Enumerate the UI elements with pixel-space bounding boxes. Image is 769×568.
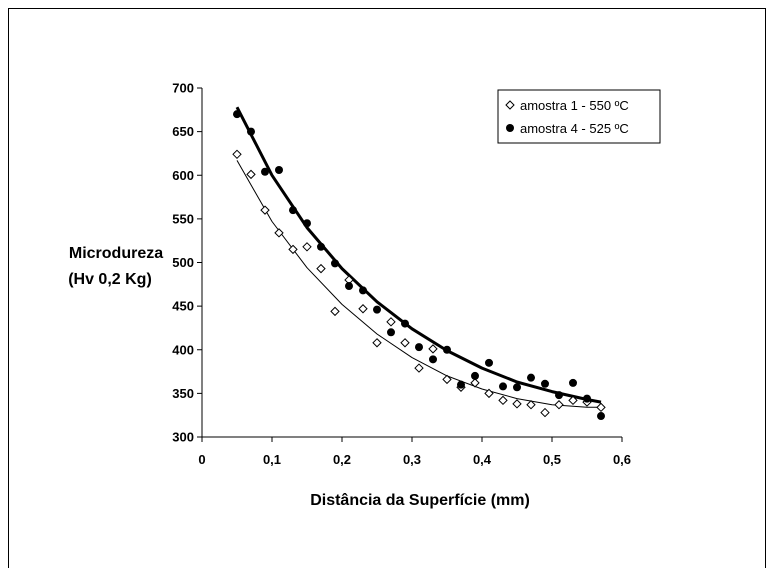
data-point-circle: [261, 167, 269, 176]
x-axis-title: Distância da Superfície (mm): [310, 492, 530, 509]
data-point-circle: [317, 242, 325, 251]
data-point-circle: [485, 358, 493, 367]
data-point-diamond: [246, 169, 256, 180]
trendlines: [235, 106, 602, 408]
data-point-circle: [499, 382, 507, 391]
data-point-circle: [597, 412, 605, 421]
legend-label-series-2: amostra 4 - 525 ºC: [520, 121, 629, 136]
data-point-circle: [331, 259, 339, 268]
data-point-circle: [233, 110, 241, 119]
data-point-circle: [429, 355, 437, 364]
x-tick-label: 0: [198, 452, 205, 467]
x-tick-label: 0,1: [263, 452, 281, 467]
data-point-circle: [541, 379, 549, 388]
legend-circle-marker: [506, 124, 514, 132]
data-point-diamond: [414, 363, 424, 373]
data-point-diamond: [442, 374, 452, 385]
data-point-circle: [583, 394, 591, 403]
data-point-circle: [415, 343, 423, 352]
data-point-diamond: [484, 388, 494, 399]
data-point-circle: [555, 391, 563, 400]
y-tick-label: 400: [172, 342, 194, 357]
legend: amostra 1 - 550 ºC amostra 4 - 525 ºC: [497, 89, 661, 144]
legend-item-series-1: amostra 1 - 550 ºC: [505, 98, 629, 113]
data-point-diamond: [316, 263, 326, 274]
data-point-diamond: [428, 344, 438, 354]
data-point-circle: [387, 328, 395, 337]
legend-item-series-2: amostra 4 - 525 ºC: [506, 121, 629, 136]
data-point-circle: [457, 380, 465, 389]
data-point-diamond: [372, 338, 382, 348]
data-point-diamond: [358, 304, 368, 314]
trendline-series-2: [235, 106, 602, 404]
y-tick-label: 500: [172, 255, 194, 270]
data-point-diamond: [330, 306, 340, 317]
x-tick-label: 0,2: [333, 452, 351, 467]
data-point-diamond: [540, 407, 550, 418]
data-point-diamond: [232, 149, 242, 160]
data-point-circle: [443, 345, 451, 354]
data-point-diamond: [498, 395, 508, 406]
data-point-circle: [289, 206, 297, 215]
data-point-circle: [513, 383, 521, 392]
data-point-diamond: [386, 317, 396, 327]
data-point-circle: [345, 282, 353, 291]
data-point-circle: [471, 371, 479, 380]
data-point-circle: [275, 166, 283, 175]
x-tick-label: 0,6: [613, 452, 631, 467]
data-point-circle: [569, 378, 577, 387]
y-tick-label: 300: [172, 430, 194, 445]
y-axis-title-line2: (Hv 0,2 Kg): [68, 271, 152, 288]
x-axis-ticks: 0 0,1 0,2 0,3 0,4 0,5 0,6: [198, 437, 631, 467]
data-point-diamond: [288, 244, 298, 255]
legend-diamond-marker: [505, 100, 515, 110]
y-tick-label: 550: [172, 211, 194, 226]
data-point-circle: [359, 286, 367, 295]
data-point-diamond: [512, 399, 522, 409]
y-tick-label: 350: [172, 386, 194, 401]
data-point-circle: [247, 127, 255, 136]
y-tick-label: 700: [172, 81, 194, 96]
data-point-diamond: [596, 402, 606, 413]
x-tick-label: 0,3: [403, 452, 421, 467]
y-tick-label: 650: [172, 124, 194, 139]
data-point-diamond: [526, 400, 536, 410]
legend-box: [497, 89, 661, 144]
y-axis-ticks: 300 350 400 450 500 550 600 650 700: [172, 81, 202, 445]
x-tick-label: 0,5: [543, 452, 561, 467]
chart-frame: [8, 8, 766, 568]
data-point-diamond: [260, 205, 270, 215]
data-point-circle: [401, 319, 409, 328]
y-tick-label: 600: [172, 168, 194, 183]
data-point-diamond: [568, 395, 578, 406]
data-point-diamond: [400, 338, 410, 348]
y-axis-title-line1: Microdureza: [69, 245, 163, 262]
data-points: [232, 110, 606, 421]
data-point-diamond: [302, 242, 312, 252]
data-point-circle: [373, 305, 381, 314]
legend-label-series-1: amostra 1 - 550 ºC: [520, 98, 629, 113]
y-tick-label: 450: [172, 299, 194, 314]
data-point-diamond: [554, 400, 564, 410]
data-point-diamond: [274, 228, 284, 238]
data-point-circle: [303, 219, 311, 228]
x-tick-label: 0,4: [473, 452, 492, 467]
data-point-circle: [527, 373, 535, 382]
data-point-diamond: [470, 378, 480, 388]
